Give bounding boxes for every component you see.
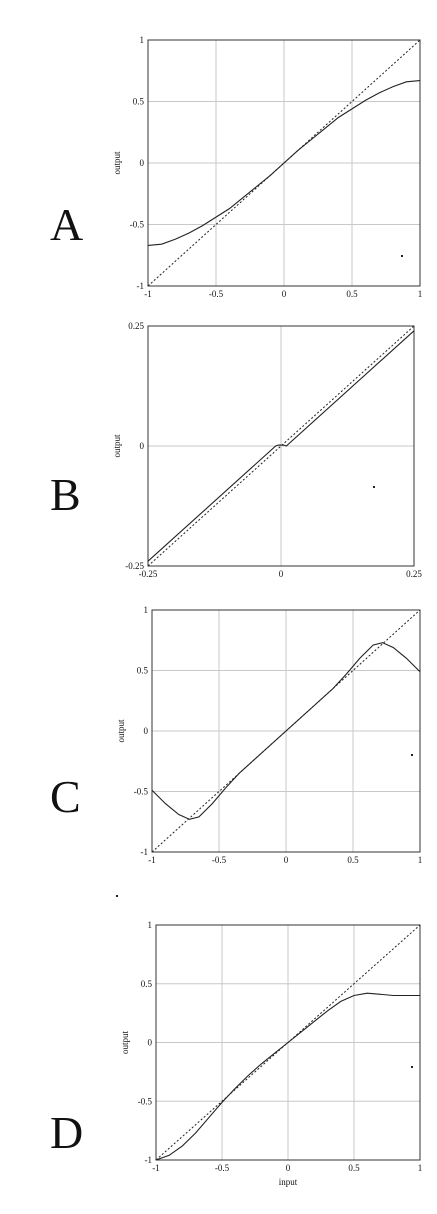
y-tick-label: 1 [140, 35, 145, 45]
x-tick-label: -0.25 [139, 569, 158, 579]
panel-letter-d: D [50, 1107, 84, 1158]
y-tick-label: 0 [144, 726, 149, 736]
y-tick-label: -0.5 [130, 220, 145, 230]
y-axis-label: output [112, 434, 122, 458]
reference-line [147, 39, 421, 287]
y-tick-label: 0.5 [137, 666, 149, 676]
y-tick-label: 1 [144, 605, 149, 615]
chart-panel-c: -1 -0.5 0 0.5 1 -1 -0.5 0 0.5 1 output [116, 605, 422, 865]
stray-dot [411, 754, 413, 756]
x-tick-label: 0 [286, 1163, 291, 1173]
x-tick-label: -1 [144, 289, 152, 299]
x-tick-label: -0.5 [215, 1163, 230, 1173]
y-axis-label: output [112, 151, 122, 175]
plot-frame [155, 924, 421, 1161]
panel-letter-b: B [50, 469, 81, 520]
plot-frame [151, 609, 421, 853]
stray-dot [401, 255, 403, 257]
chart-panel-b: -0.25 0 0.25 -0.25 0 0.25 output [112, 321, 422, 579]
x-tick-label: -0.5 [212, 855, 227, 865]
chart-panel-a: -1 -0.5 0 0.5 1 -1 -0.5 0 0.5 1 output [112, 35, 422, 299]
stray-dot [116, 895, 118, 897]
y-tick-label: 1 [148, 920, 153, 930]
series-line [151, 642, 421, 820]
plot-frame [147, 39, 421, 287]
x-axis-label: input [279, 1177, 298, 1187]
x-tick-label: 0 [282, 289, 287, 299]
y-tick-label: 0 [148, 1038, 153, 1048]
panel-letter-a: A [50, 199, 84, 250]
x-tick-label: -1 [148, 855, 156, 865]
y-tick-label: -1 [141, 847, 149, 857]
stray-dot [411, 1066, 413, 1068]
y-axis-label: output [120, 1031, 130, 1055]
x-tick-label: 1 [418, 855, 423, 865]
y-axis-label: output [116, 719, 126, 743]
panel-letter-c: C [50, 771, 81, 822]
series-line [147, 80, 421, 246]
y-tick-label: 0 [140, 158, 145, 168]
chart-panel-d: -1 -0.5 0 0.5 1 -1 -0.5 0 0.5 1 output input [120, 920, 422, 1187]
y-tick-label: -0.25 [125, 561, 144, 571]
x-tick-label: 0.5 [346, 289, 358, 299]
series-line [147, 330, 415, 562]
x-tick-label: 0 [279, 569, 284, 579]
x-tick-label: 1 [418, 289, 423, 299]
x-tick-label: -0.5 [209, 289, 224, 299]
stray-dot [373, 486, 375, 488]
x-tick-label: 1 [418, 1163, 423, 1173]
y-tick-label: 0.25 [128, 321, 144, 331]
y-tick-label: 0.5 [133, 97, 145, 107]
y-tick-label: -1 [145, 1155, 153, 1165]
x-tick-label: 0 [284, 855, 289, 865]
y-tick-label: -0.5 [134, 787, 149, 797]
y-tick-label: -0.5 [138, 1096, 153, 1106]
series-line [155, 992, 420, 1161]
x-tick-label: -1 [152, 1163, 160, 1173]
y-tick-label: 0 [140, 441, 145, 451]
x-tick-label: 0.25 [406, 569, 422, 579]
x-tick-label: 0.5 [347, 855, 359, 865]
plot-frame [147, 325, 415, 567]
y-tick-label: 0.5 [141, 979, 153, 989]
y-tick-label: -1 [137, 281, 145, 291]
x-tick-label: 0.5 [348, 1163, 360, 1173]
